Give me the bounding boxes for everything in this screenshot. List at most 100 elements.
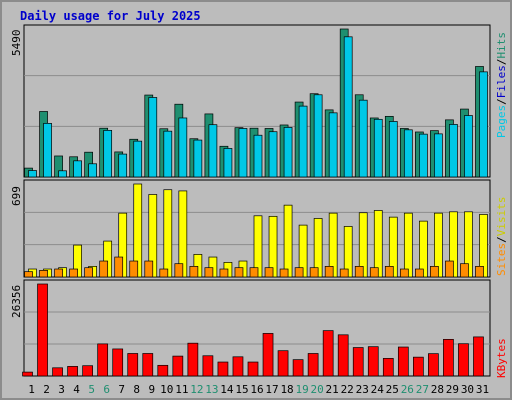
bar-files-30 bbox=[464, 115, 473, 178]
bar-sites-16 bbox=[249, 267, 259, 278]
bar-files-28 bbox=[434, 133, 443, 178]
x-tick-label: 11 bbox=[175, 383, 188, 396]
x-tick-label: 4 bbox=[73, 383, 80, 396]
bar-visits-27 bbox=[419, 220, 428, 278]
bar-sites-22 bbox=[339, 268, 349, 278]
x-tick-label: 24 bbox=[371, 383, 385, 396]
bar-kbytes-17 bbox=[262, 333, 274, 377]
bar-visits-18 bbox=[283, 204, 293, 278]
chart-title: Daily usage for July 2025 bbox=[20, 9, 201, 23]
x-tick-label: 15 bbox=[235, 383, 248, 396]
bar-kbytes-4 bbox=[67, 366, 78, 377]
bar-sites-24 bbox=[369, 267, 379, 278]
bar-sites-11 bbox=[174, 263, 184, 278]
x-tick-label: 28 bbox=[431, 383, 444, 396]
x-tick-label: 10 bbox=[160, 383, 173, 396]
bar-files-24 bbox=[373, 118, 383, 178]
bar-sites-4 bbox=[69, 268, 78, 278]
bar-files-2 bbox=[43, 123, 52, 178]
bar-files-31 bbox=[479, 71, 488, 178]
x-tick-label: 30 bbox=[461, 383, 474, 396]
bar-sites-26 bbox=[399, 268, 409, 278]
bar-files-14 bbox=[223, 148, 233, 178]
bar-sites-19 bbox=[294, 267, 304, 278]
bar-kbytes-22 bbox=[337, 334, 349, 377]
bar-files-5 bbox=[88, 163, 97, 178]
bar-sites-29 bbox=[445, 260, 454, 278]
bar-sites-6 bbox=[99, 260, 109, 278]
bar-kbytes-12 bbox=[187, 342, 199, 377]
bar-sites-5 bbox=[84, 267, 93, 278]
bar-sites-2 bbox=[39, 269, 48, 278]
x-tick-label: 12 bbox=[190, 383, 203, 396]
bar-kbytes-13 bbox=[202, 355, 214, 377]
x-tick-label: 19 bbox=[295, 383, 308, 396]
x-tick-label: 5 bbox=[88, 383, 95, 396]
bar-kbytes-2 bbox=[37, 283, 48, 377]
bar-sites-18 bbox=[279, 268, 289, 278]
x-tick-label: 17 bbox=[265, 383, 278, 396]
bar-files-21 bbox=[328, 112, 338, 178]
x-tick-label: 14 bbox=[220, 383, 234, 396]
bar-visits-10 bbox=[163, 189, 173, 278]
x-tick-label: 1 bbox=[28, 383, 35, 396]
bar-kbytes-25 bbox=[382, 358, 394, 377]
bar-sites-25 bbox=[384, 266, 394, 278]
bar-kbytes-19 bbox=[292, 359, 304, 377]
bar-sites-20 bbox=[309, 267, 319, 278]
bar-files-15 bbox=[238, 128, 248, 178]
x-tick-label: 2 bbox=[43, 383, 50, 396]
x-tick-label: 7 bbox=[118, 383, 125, 396]
bar-files-3 bbox=[58, 170, 67, 178]
bar-kbytes-23 bbox=[352, 347, 364, 377]
bar-files-27 bbox=[419, 133, 428, 178]
bar-files-20 bbox=[313, 94, 323, 178]
bar-visits-26 bbox=[403, 212, 413, 278]
bar-files-29 bbox=[449, 124, 458, 178]
bar-files-8 bbox=[133, 140, 143, 178]
bar-sites-12 bbox=[189, 266, 199, 278]
bar-visits-24 bbox=[373, 210, 383, 278]
bar-files-19 bbox=[298, 105, 308, 178]
x-tick-label: 16 bbox=[250, 383, 263, 396]
bar-sites-3 bbox=[54, 268, 63, 278]
bar-files-6 bbox=[103, 130, 113, 178]
bar-kbytes-14 bbox=[217, 361, 229, 377]
bar-kbytes-11 bbox=[172, 355, 184, 377]
bar-files-25 bbox=[388, 121, 398, 178]
bar-files-17 bbox=[268, 131, 278, 178]
x-tick-label: 29 bbox=[446, 383, 459, 396]
bar-kbytes-28 bbox=[428, 353, 439, 377]
bar-kbytes-31 bbox=[473, 336, 484, 377]
bar-sites-31 bbox=[475, 266, 484, 278]
bar-kbytes-10 bbox=[157, 364, 169, 377]
x-tick-label: 18 bbox=[280, 383, 293, 396]
bar-files-13 bbox=[208, 124, 218, 178]
bar-files-22 bbox=[343, 36, 353, 178]
bar-kbytes-1 bbox=[22, 371, 33, 377]
x-tick-label: 22 bbox=[341, 383, 354, 396]
bar-kbytes-27 bbox=[413, 356, 424, 377]
bar-kbytes-16 bbox=[247, 361, 259, 377]
bar-sites-1 bbox=[24, 271, 33, 278]
bar-kbytes-18 bbox=[277, 350, 289, 377]
x-tick-label: 20 bbox=[311, 383, 324, 396]
x-tick-label: 3 bbox=[58, 383, 65, 396]
bar-files-12 bbox=[193, 139, 203, 178]
bar-sites-15 bbox=[234, 267, 244, 278]
bar-kbytes-20 bbox=[307, 353, 319, 377]
x-tick-label: 13 bbox=[205, 383, 218, 396]
bar-files-4 bbox=[73, 160, 82, 178]
x-tick-label: 21 bbox=[326, 383, 339, 396]
bar-kbytes-5 bbox=[82, 365, 93, 377]
x-tick-label: 27 bbox=[416, 383, 429, 396]
bar-files-23 bbox=[358, 99, 368, 178]
bar-files-26 bbox=[403, 129, 413, 178]
bar-kbytes-26 bbox=[397, 346, 409, 377]
bar-kbytes-29 bbox=[443, 338, 454, 377]
bar-kbytes-7 bbox=[112, 348, 124, 377]
bar-files-18 bbox=[283, 127, 293, 178]
x-tick-label: 23 bbox=[356, 383, 369, 396]
